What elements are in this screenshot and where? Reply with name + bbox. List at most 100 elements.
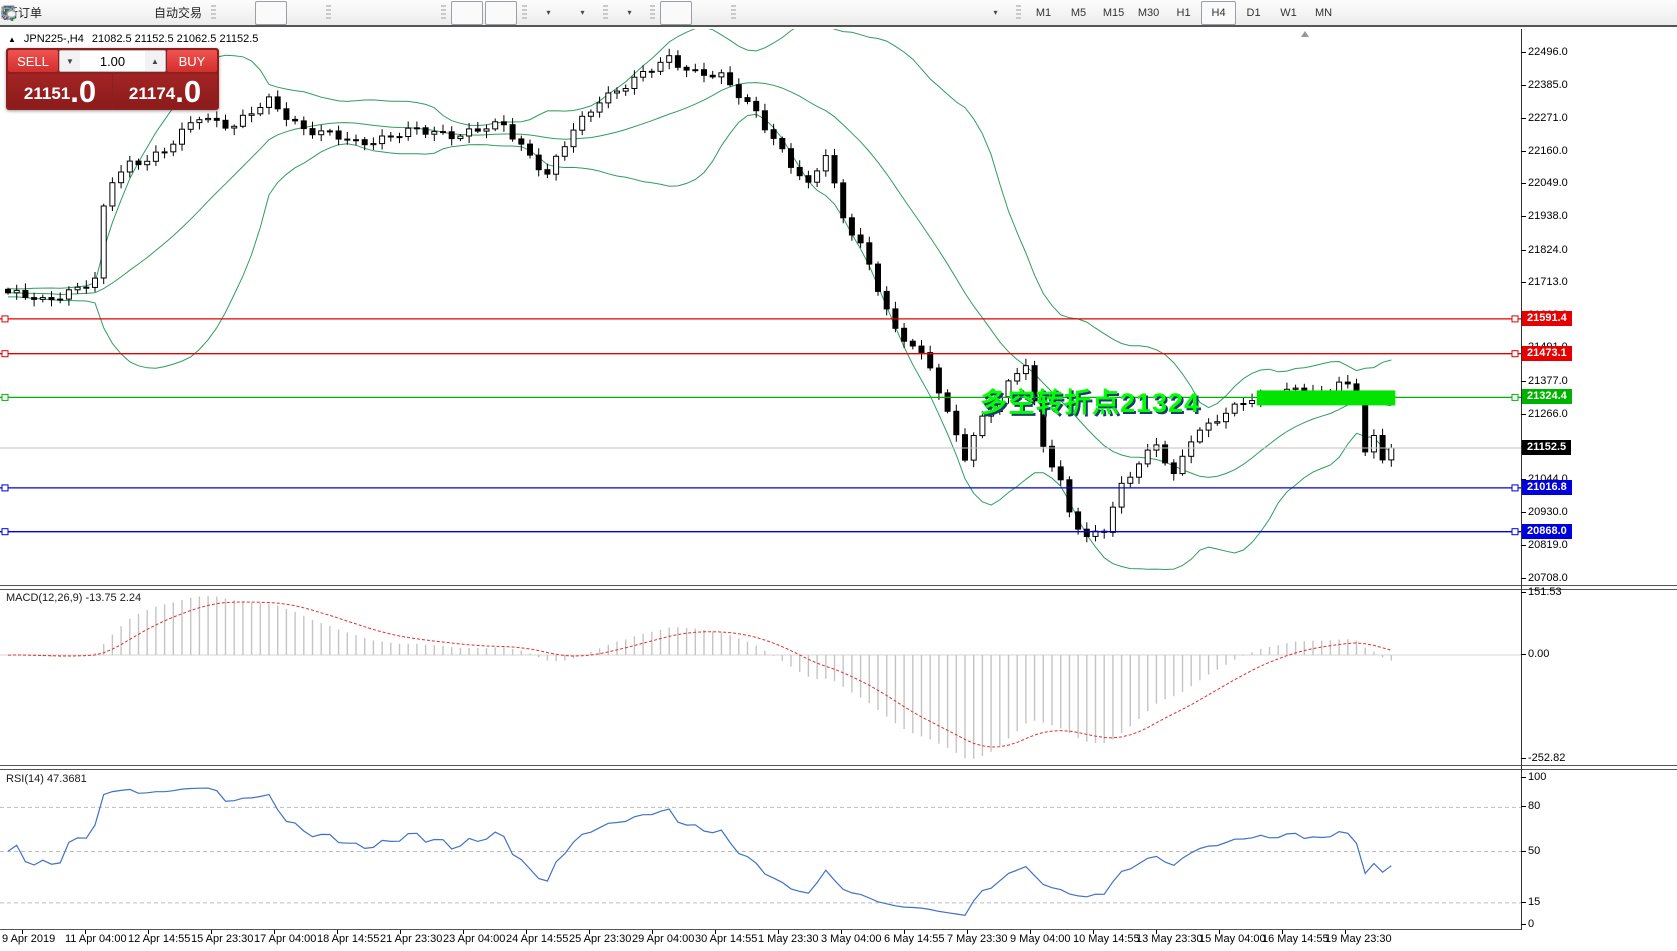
templates-button[interactable]: ▾ [1, 1, 645, 25]
axis-tick-label: 22271.0 [1521, 112, 1568, 125]
price-line-label: 21152.5 [1522, 440, 1572, 455]
zoom-in-button[interactable] [2, 1, 368, 25]
time-tick-mark [526, 930, 527, 934]
time-tick-mark [463, 930, 464, 934]
axis-tick-label: 22049.0 [1521, 177, 1568, 190]
auto-scroll-button[interactable] [2, 0, 484, 25]
eraser-button[interactable] [1, 1, 80, 25]
toolbar-separator [522, 4, 528, 21]
axis-tick-label: 80 [1520, 800, 1541, 813]
axis-tick-label: 20819.0 [1521, 539, 1568, 552]
axis-tick-label: 21938.0 [1521, 209, 1568, 222]
timeframe-h4[interactable]: H4 [1201, 0, 1237, 25]
sell-price-frac: .0 [70, 74, 97, 109]
candlestick-button[interactable] [3, 0, 288, 25]
time-tick-mark [211, 930, 212, 934]
time-tick-mark [274, 930, 275, 934]
cursor-button[interactable] [5, 0, 693, 25]
horizontal-line-button[interactable] [2, 1, 807, 25]
fibonacci-button[interactable]: F [2, 1, 909, 25]
timeframe-d1[interactable]: D1 [1246, 6, 1261, 19]
axis-tick-label: 22385.0 [1521, 78, 1568, 91]
dropdown-caret: ▾ [546, 8, 551, 17]
timeframe-m5[interactable]: M5 [1070, 6, 1087, 19]
time-tick-mark [841, 930, 842, 934]
text-label-button[interactable]: T [1, 1, 977, 25]
time-tick-label: 15 May 04:00 [1199, 933, 1266, 945]
macd-canvas[interactable] [0, 589, 1521, 765]
sell-price[interactable]: 21151 .0 [8, 74, 112, 108]
tile-windows-button[interactable] [2, 1, 436, 25]
equidistant-channel-button[interactable]: E [1, 1, 875, 25]
profiles-button[interactable] [1, 1, 114, 25]
time-tick-label: 24 Apr 14:55 [506, 933, 569, 945]
collapse-icon[interactable]: ▲ [8, 34, 16, 44]
pane-divider[interactable] [0, 585, 1677, 586]
timeframe-m1[interactable]: M1 [1035, 6, 1052, 19]
arrows-button[interactable]: ▾ [5, 1, 1011, 25]
timeframe-w1[interactable]: W1 [1280, 6, 1297, 19]
periods-button[interactable]: ▾ [1, 1, 598, 25]
line-chart-button[interactable] [1, 1, 321, 25]
time-tick-label: 23 Apr 04:00 [443, 933, 506, 945]
autotrade-label: 自动交易 [154, 6, 203, 20]
timeframe-m30[interactable]: M30 [1137, 6, 1160, 19]
time-tick-label: 9 May 04:00 [1010, 933, 1071, 945]
time-tick-label: 7 May 23:30 [947, 933, 1008, 945]
sell-button[interactable]: SELL [8, 50, 58, 72]
time-tick-mark [715, 930, 716, 934]
crosshair-button[interactable] [2, 1, 726, 25]
time-tick-label: 19 May 23:30 [1325, 933, 1392, 945]
time-tick-mark [778, 930, 779, 934]
time-tick-label: 18 Apr 14:55 [317, 933, 380, 945]
axis-tick-label: 21824.0 [1521, 243, 1568, 256]
time-tick-label: 12 Apr 14:55 [128, 933, 191, 945]
time-tick-mark [85, 930, 86, 934]
price-line-label: 21591.4 [1522, 310, 1572, 326]
time-tick-label: 11 Apr 04:00 [65, 933, 127, 945]
toolbar-separator [211, 4, 217, 21]
time-tick-label: 9 Apr 2019 [2, 933, 56, 945]
timeframe-h1[interactable]: H1 [1176, 6, 1191, 19]
volume-value[interactable]: 1.00 [99, 53, 126, 69]
dropdown-caret: ▾ [627, 8, 632, 17]
toolbar: 新订单 自动交易 [0, 0, 1677, 27]
buy-button[interactable]: BUY [167, 50, 217, 72]
autotrade-button[interactable]: 自动交易 [2, 1, 206, 25]
text-button[interactable]: A [4, 1, 943, 25]
time-tick-mark [148, 930, 149, 934]
axis-tick-label: 100 [1520, 771, 1547, 783]
bar-chart-button[interactable] [3, 1, 253, 25]
time-tick-mark [589, 930, 590, 934]
timeframe-m15[interactable]: M15 [1102, 6, 1125, 19]
chart-annotation[interactable]: 多空转折点21324 [980, 388, 1201, 418]
sell-price-main: 21151 [23, 84, 71, 103]
chat-button[interactable] [1, 1, 1671, 25]
chart-shift-button[interactable] [2, 0, 518, 25]
price-line-label: 20868.0 [1522, 523, 1572, 539]
search-button[interactable] [2, 1, 1637, 25]
time-tick-label: 30 Apr 14:55 [695, 933, 758, 945]
time-tick-label: 6 May 14:55 [884, 933, 945, 945]
buy-price-frac: .0 [175, 74, 202, 109]
indicators-button[interactable]: ▾ [1, 1, 564, 25]
chart-canvas[interactable] [0, 29, 1521, 586]
rsi-canvas[interactable] [0, 770, 1521, 929]
vertical-line-button[interactable] [7, 1, 773, 25]
time-tick-label: 16 May 14:55 [1262, 933, 1329, 945]
timeframe-mn[interactable]: MN [1314, 6, 1333, 19]
alerts-button[interactable] [3, 1, 148, 25]
pane-divider[interactable] [0, 765, 1677, 766]
macd-label: MACD(12,26,9) -13.75 2.24 [6, 592, 142, 604]
chart-shift-marker[interactable] [1301, 31, 1309, 37]
dropdown-caret: ▾ [580, 8, 585, 17]
time-axis-border [0, 929, 1521, 930]
zoom-out-button[interactable] [2, 1, 402, 25]
buy-price[interactable]: 21174 .0 [113, 74, 217, 108]
time-tick-label: 17 Apr 04:00 [254, 933, 317, 945]
time-tick-label: 29 Apr 04:00 [632, 933, 695, 945]
volume-increase-button[interactable]: ▲ [145, 51, 165, 71]
volume-decrease-button[interactable]: ▼ [60, 51, 80, 71]
trendline-button[interactable] [2, 1, 841, 25]
